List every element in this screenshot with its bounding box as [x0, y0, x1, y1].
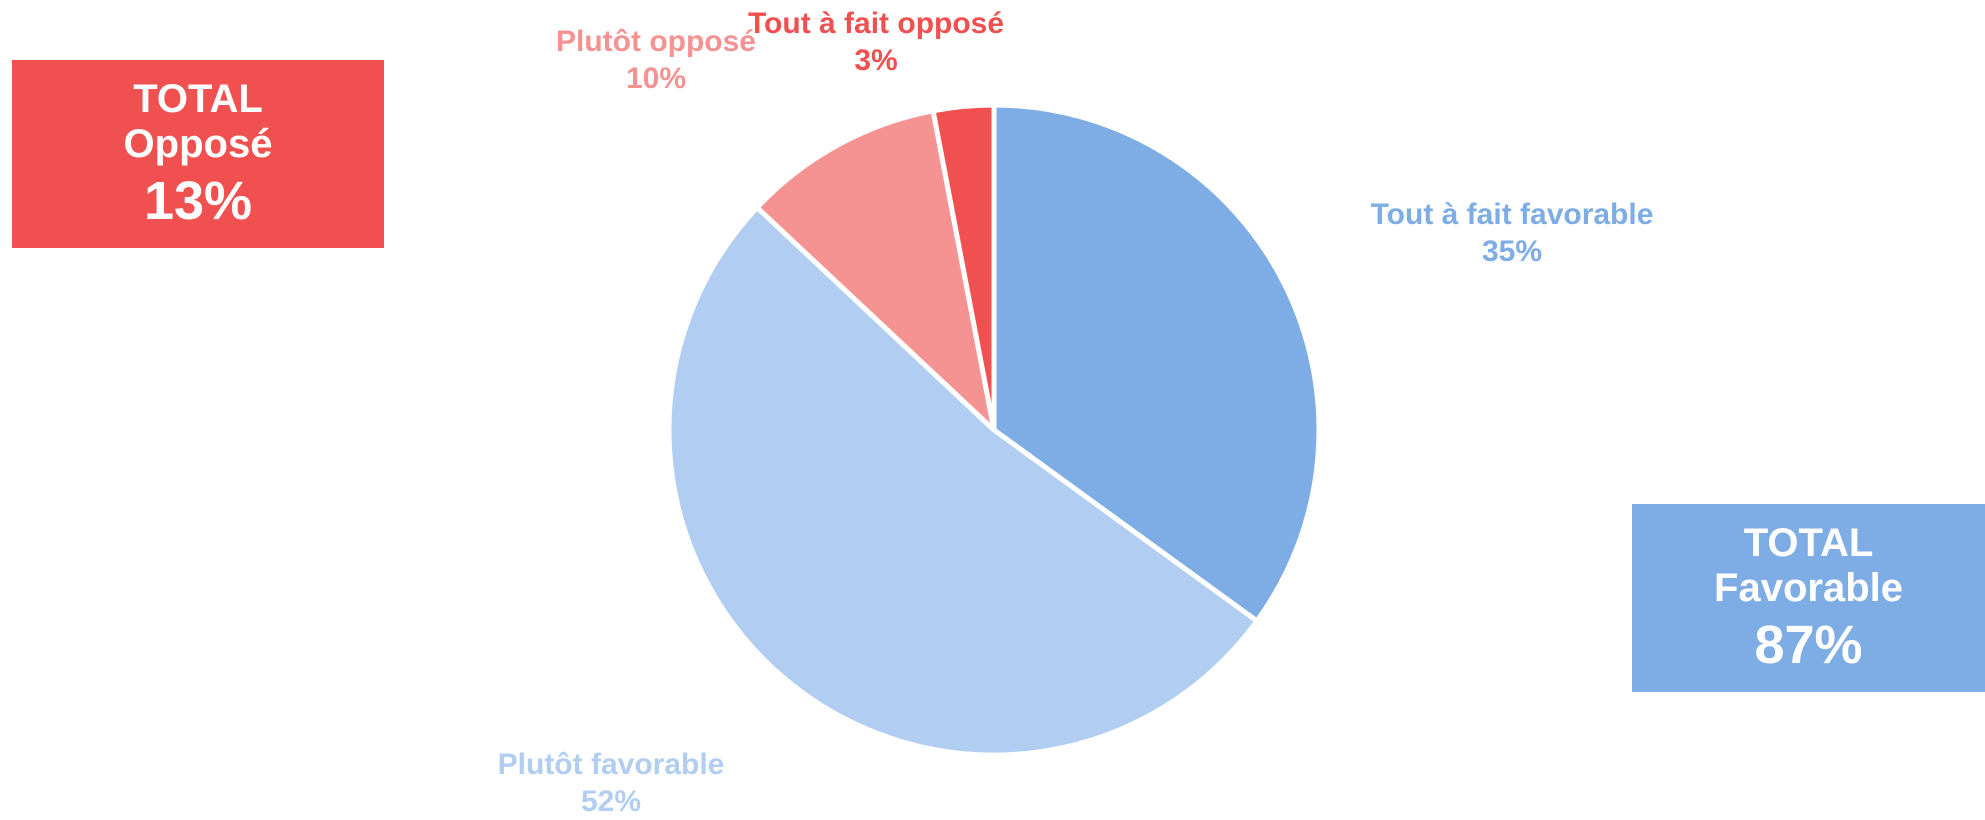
- total-favorable-value: 87%: [1754, 614, 1863, 675]
- slice-name: Plutôt opposé: [556, 25, 756, 58]
- total-favorable-box: TOTAL Favorable 87%: [1632, 504, 1985, 692]
- total-opposed-label: Opposé: [123, 121, 273, 166]
- slice-label-tout-a-fait-favorable: Tout à fait favorable 35%: [1371, 197, 1654, 270]
- slice-name: Tout à fait opposé: [747, 7, 1005, 40]
- total-opposed-title: TOTAL: [133, 76, 263, 121]
- slice-label-plutot-oppose: Plutôt opposé 10%: [556, 24, 756, 97]
- total-opposed-value: 13%: [143, 170, 253, 231]
- slice-percent: 52%: [580, 784, 642, 818]
- total-favorable-label: Favorable: [1714, 565, 1903, 610]
- slice-label-plutot-favorable: Plutôt favorable 52%: [498, 747, 725, 820]
- pie-slice-3: [930, 102, 997, 433]
- slice-percent: 35%: [1481, 234, 1543, 268]
- slice-label-tout-a-fait-oppose: Tout à fait opposé 3%: [748, 6, 1004, 79]
- slice-name: Plutôt favorable: [497, 748, 725, 781]
- slice-percent: 10%: [625, 61, 687, 95]
- pie-slice-1: [666, 205, 1260, 758]
- slice-percent: 3%: [854, 43, 898, 77]
- pie-slice-0: [991, 102, 1322, 624]
- slice-name: Tout à fait favorable: [1370, 198, 1654, 231]
- total-opposed-box: TOTAL Opposé 13%: [12, 60, 384, 248]
- pie-slice-2: [754, 108, 997, 433]
- total-favorable-title: TOTAL: [1743, 520, 1874, 565]
